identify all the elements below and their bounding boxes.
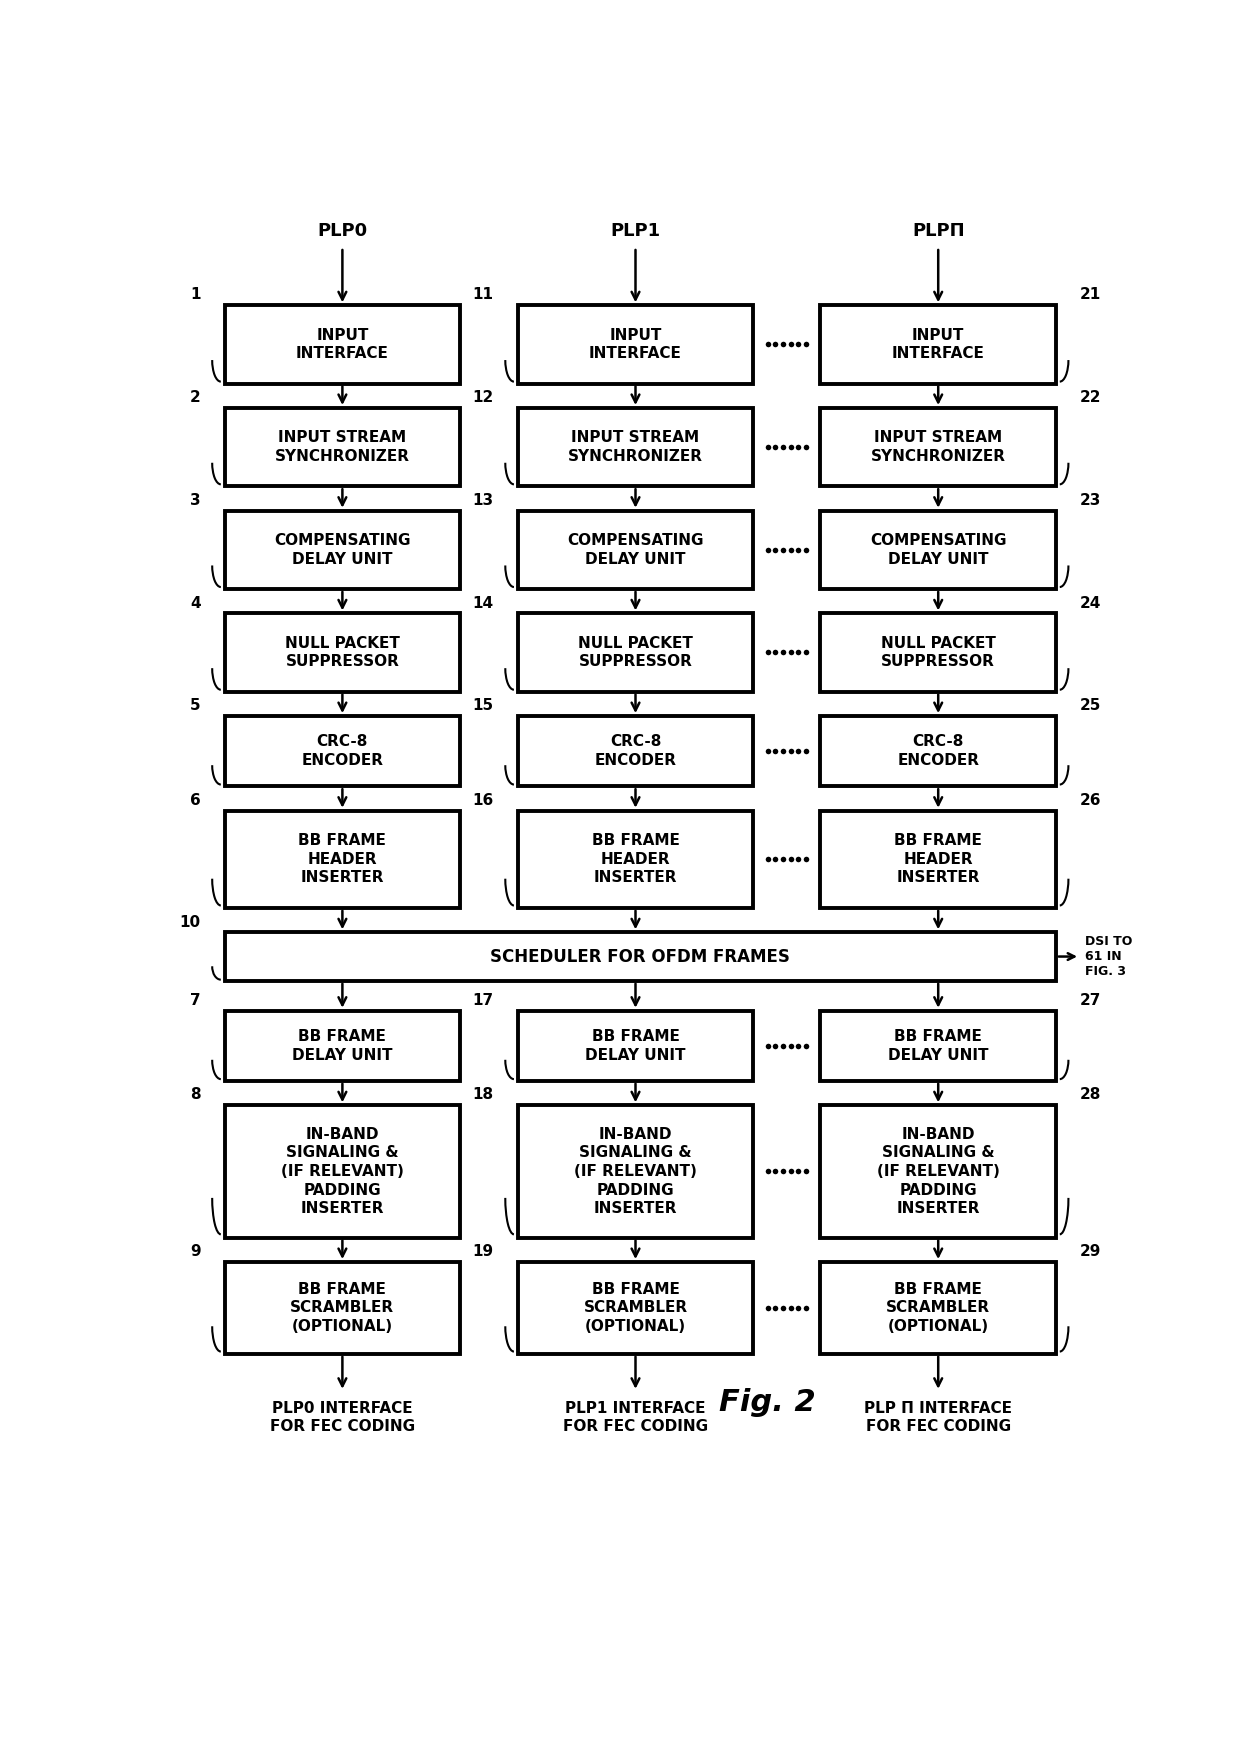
Text: PLP Π INTERFACE
FOR FEC CODING: PLP Π INTERFACE FOR FEC CODING <box>864 1400 1012 1434</box>
Text: PLP0: PLP0 <box>317 223 367 240</box>
Bar <box>518 811 753 907</box>
Text: 24: 24 <box>1080 595 1101 611</box>
Bar <box>224 305 460 384</box>
Text: COMPENSATING
DELAY UNIT: COMPENSATING DELAY UNIT <box>567 534 704 567</box>
Text: CRC-8
ENCODER: CRC-8 ENCODER <box>301 734 383 769</box>
Text: 5: 5 <box>190 698 201 713</box>
Bar <box>224 612 460 691</box>
Text: BB FRAME
DELAY UNIT: BB FRAME DELAY UNIT <box>293 1028 393 1062</box>
Text: 11: 11 <box>472 288 494 302</box>
Text: BB FRAME
SCRAMBLER
(OPTIONAL): BB FRAME SCRAMBLER (OPTIONAL) <box>290 1281 394 1334</box>
Text: 23: 23 <box>1080 493 1101 507</box>
Text: NULL PACKET
SUPPRESSOR: NULL PACKET SUPPRESSOR <box>285 635 399 669</box>
Bar <box>224 932 1056 981</box>
Text: BB FRAME
SCRAMBLER
(OPTIONAL): BB FRAME SCRAMBLER (OPTIONAL) <box>584 1281 687 1334</box>
Text: NULL PACKET
SUPPRESSOR: NULL PACKET SUPPRESSOR <box>880 635 996 669</box>
Bar <box>821 811 1056 907</box>
Text: 2: 2 <box>190 390 201 405</box>
Text: 25: 25 <box>1080 698 1101 713</box>
Bar <box>518 1106 753 1237</box>
Text: PLP1 INTERFACE
FOR FEC CODING: PLP1 INTERFACE FOR FEC CODING <box>563 1400 708 1434</box>
Text: CRC-8
ENCODER: CRC-8 ENCODER <box>898 734 980 769</box>
Text: 4: 4 <box>190 595 201 611</box>
Bar <box>821 1011 1056 1081</box>
Bar <box>518 407 753 486</box>
Text: 22: 22 <box>1080 390 1101 405</box>
Text: 10: 10 <box>180 914 201 930</box>
Bar <box>821 612 1056 691</box>
Text: 7: 7 <box>190 993 201 1007</box>
Bar <box>224 407 460 486</box>
Bar <box>518 1262 753 1353</box>
Text: 27: 27 <box>1080 993 1101 1007</box>
Text: 3: 3 <box>190 493 201 507</box>
Text: 8: 8 <box>190 1088 201 1102</box>
Text: INPUT
INTERFACE: INPUT INTERFACE <box>589 328 682 362</box>
Bar <box>821 1262 1056 1353</box>
Text: INPUT STREAM
SYNCHRONIZER: INPUT STREAM SYNCHRONIZER <box>275 430 410 463</box>
Bar <box>224 1106 460 1237</box>
Text: PLP0 INTERFACE
FOR FEC CODING: PLP0 INTERFACE FOR FEC CODING <box>270 1400 415 1434</box>
Text: 1: 1 <box>190 288 201 302</box>
Text: BB FRAME
DELAY UNIT: BB FRAME DELAY UNIT <box>585 1028 686 1062</box>
Text: 15: 15 <box>472 698 494 713</box>
Text: 21: 21 <box>1080 288 1101 302</box>
Text: 12: 12 <box>472 390 494 405</box>
Bar <box>224 1262 460 1353</box>
Text: INPUT STREAM
SYNCHRONIZER: INPUT STREAM SYNCHRONIZER <box>568 430 703 463</box>
Bar <box>821 716 1056 786</box>
Bar <box>518 305 753 384</box>
Bar <box>224 1011 460 1081</box>
Text: COMPENSATING
DELAY UNIT: COMPENSATING DELAY UNIT <box>274 534 410 567</box>
Text: 14: 14 <box>472 595 494 611</box>
Text: SCHEDULER FOR OFDM FRAMES: SCHEDULER FOR OFDM FRAMES <box>490 948 790 965</box>
Text: 26: 26 <box>1080 793 1101 807</box>
Text: PLP1: PLP1 <box>610 223 661 240</box>
Text: 16: 16 <box>472 793 494 807</box>
Text: INPUT
INTERFACE: INPUT INTERFACE <box>296 328 389 362</box>
Text: BB FRAME
DELAY UNIT: BB FRAME DELAY UNIT <box>888 1028 988 1062</box>
Bar <box>518 1011 753 1081</box>
Bar <box>821 511 1056 590</box>
Text: COMPENSATING
DELAY UNIT: COMPENSATING DELAY UNIT <box>870 534 1007 567</box>
Text: DSI TO
61 IN
FIG. 3: DSI TO 61 IN FIG. 3 <box>1085 935 1132 978</box>
Bar <box>821 305 1056 384</box>
Text: INPUT
INTERFACE: INPUT INTERFACE <box>892 328 985 362</box>
Text: CRC-8
ENCODER: CRC-8 ENCODER <box>594 734 677 769</box>
Text: BB FRAME
HEADER
INSERTER: BB FRAME HEADER INSERTER <box>894 834 982 885</box>
Text: 17: 17 <box>472 993 494 1007</box>
Text: Fig. 2: Fig. 2 <box>719 1388 816 1416</box>
Text: 13: 13 <box>472 493 494 507</box>
Text: BB FRAME
HEADER
INSERTER: BB FRAME HEADER INSERTER <box>299 834 387 885</box>
Text: NULL PACKET
SUPPRESSOR: NULL PACKET SUPPRESSOR <box>578 635 693 669</box>
Bar <box>224 716 460 786</box>
Bar <box>224 511 460 590</box>
Bar <box>518 612 753 691</box>
Text: 6: 6 <box>190 793 201 807</box>
Bar <box>821 407 1056 486</box>
Text: BB FRAME
SCRAMBLER
(OPTIONAL): BB FRAME SCRAMBLER (OPTIONAL) <box>887 1281 991 1334</box>
Text: IN-BAND
SIGNALING &
(IF RELEVANT)
PADDING
INSERTER: IN-BAND SIGNALING & (IF RELEVANT) PADDIN… <box>877 1127 999 1216</box>
Text: 29: 29 <box>1080 1244 1101 1260</box>
Text: IN-BAND
SIGNALING &
(IF RELEVANT)
PADDING
INSERTER: IN-BAND SIGNALING & (IF RELEVANT) PADDIN… <box>574 1127 697 1216</box>
Text: PLPΠ: PLPΠ <box>911 223 965 240</box>
Text: 18: 18 <box>472 1088 494 1102</box>
Text: IN-BAND
SIGNALING &
(IF RELEVANT)
PADDING
INSERTER: IN-BAND SIGNALING & (IF RELEVANT) PADDIN… <box>281 1127 404 1216</box>
Bar <box>518 716 753 786</box>
Bar <box>518 511 753 590</box>
Text: 19: 19 <box>472 1244 494 1260</box>
Text: BB FRAME
HEADER
INSERTER: BB FRAME HEADER INSERTER <box>591 834 680 885</box>
Text: INPUT STREAM
SYNCHRONIZER: INPUT STREAM SYNCHRONIZER <box>870 430 1006 463</box>
Bar <box>821 1106 1056 1237</box>
Bar <box>224 811 460 907</box>
Text: 9: 9 <box>190 1244 201 1260</box>
Text: 28: 28 <box>1080 1088 1101 1102</box>
